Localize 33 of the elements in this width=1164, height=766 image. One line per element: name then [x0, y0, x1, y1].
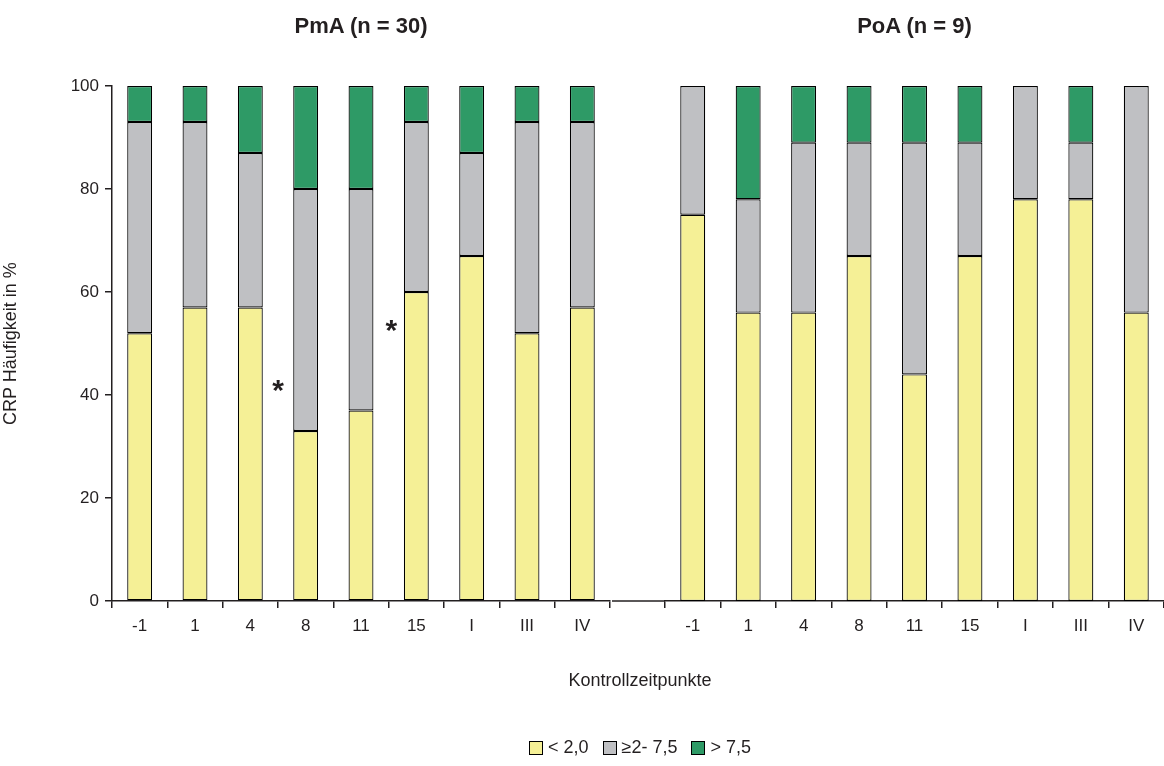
chart-title: PmA (n = 30): [294, 13, 428, 39]
x-tick-label: III: [1073, 615, 1088, 635]
legend-label: ≥2- 7,5: [621, 737, 678, 758]
x-tick-label: III: [519, 615, 535, 635]
legend-label: < 2,0: [547, 737, 589, 758]
y-tick-label: 60: [80, 281, 99, 301]
x-axis-title: Kontrollzeitpunkte: [568, 670, 712, 690]
y-tick-label: 100: [70, 75, 99, 95]
x-tick-label: 15: [960, 615, 980, 635]
y-axis-title: CRP Häufigkeit in %: [0, 262, 20, 425]
y-tick-label: 20: [80, 487, 99, 507]
y-tick-label: 80: [80, 178, 99, 198]
x-tick-label: 1: [190, 615, 200, 635]
y-tick-label: 40: [80, 384, 99, 404]
x-tick-label: 15: [406, 615, 426, 635]
x-tick-label: 11: [905, 615, 924, 635]
x-tick-label: I: [1023, 615, 1028, 635]
x-tick-label: 4: [245, 615, 256, 635]
legend-label: > 7,5: [710, 737, 751, 758]
x-tick-label: 8: [300, 615, 311, 635]
annotation: *: [385, 313, 398, 347]
x-tick-label: -1: [132, 615, 148, 635]
x-tick-label: 1: [743, 615, 753, 635]
y-tick-label: 0: [89, 590, 99, 610]
x-tick-label: IV: [1128, 615, 1145, 635]
x-tick-label: 11: [352, 615, 370, 635]
x-tick-label: -1: [685, 615, 701, 635]
chart-title: PoA (n = 9): [857, 13, 972, 39]
x-tick-label: 4: [798, 615, 809, 635]
x-tick-label: 8: [854, 615, 864, 635]
annotation: *: [272, 373, 285, 407]
x-tick-label: IV: [574, 615, 592, 635]
x-tick-label: I: [469, 615, 475, 635]
